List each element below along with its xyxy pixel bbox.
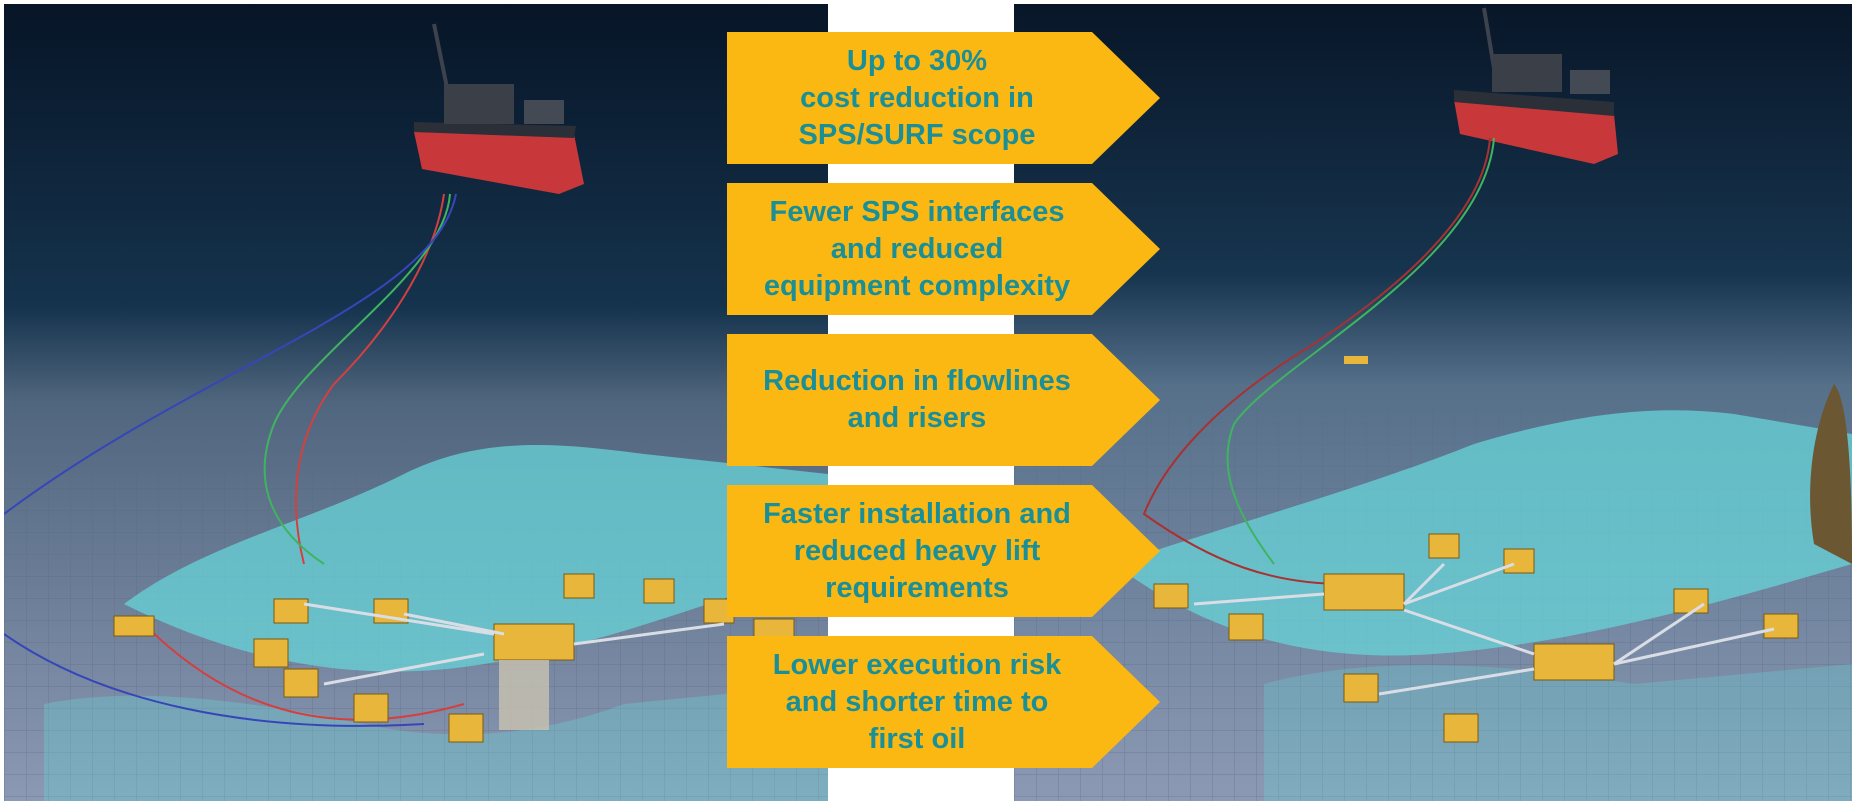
benefit-arrow-cost-reduction: Up to 30% cost reduction in SPS/SURF sco… [727,32,1160,164]
arrow-shape [727,636,1160,768]
benefit-arrow-fewer-interfaces: Fewer SPS interfaces and reduced equipme… [727,183,1160,315]
benefit-arrow-faster-installation: Faster installation and reduced heavy li… [727,485,1160,617]
benefit-text: Up to 30% cost reduction in SPS/SURF sco… [798,44,1036,151]
arrow-shape [727,183,1160,315]
benefit-text: Lower execution risk and shorter time to… [772,648,1062,755]
fpso-vessel-icon [414,23,584,194]
benefit-text: Fewer SPS interfaces and reduced equipme… [763,195,1071,302]
arrow-shape [727,32,1160,164]
arrow-shape [727,485,1160,617]
conventional-subsea-field-illustration [4,4,828,801]
benefit-arrow-flowline-reduction: Reduction in flowlines and risers [727,334,1160,466]
benefit-arrow-lower-risk: Lower execution risk and shorter time to… [727,636,1160,768]
optimized-subsea-field-illustration [1014,4,1852,801]
benefit-text: Reduction in flowlines and risers [763,365,1071,434]
fpso-vessel-icon [1454,7,1618,164]
arrow-shape [727,334,1160,466]
benefit-text: Faster installation and reduced heavy li… [763,497,1071,604]
